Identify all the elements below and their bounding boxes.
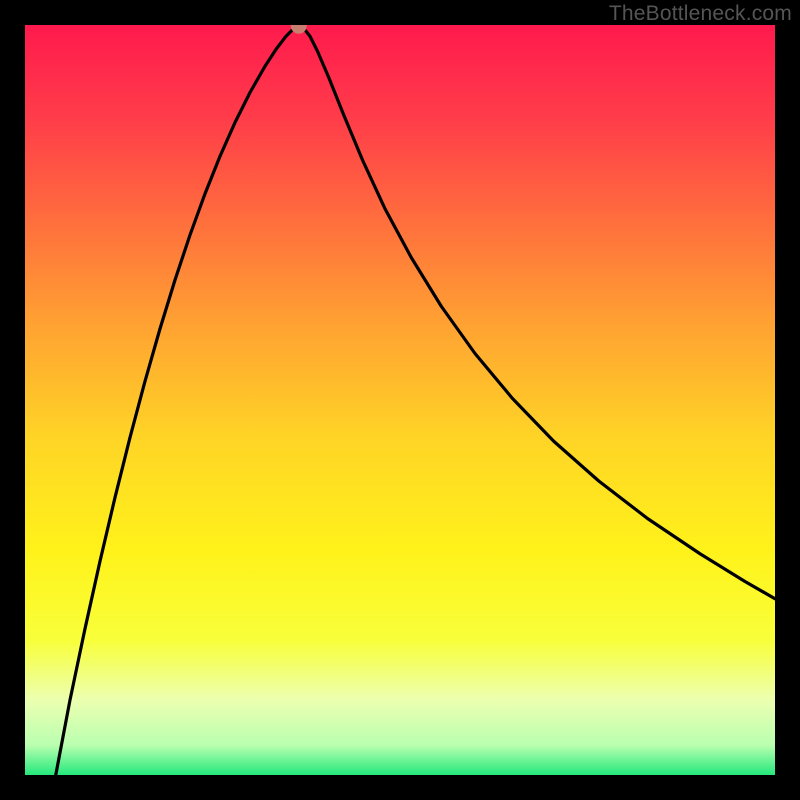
chart-background	[25, 25, 775, 775]
watermark-text: TheBottleneck.com	[609, 2, 792, 26]
chart-plot-area	[25, 25, 775, 775]
chart-svg	[25, 25, 775, 775]
